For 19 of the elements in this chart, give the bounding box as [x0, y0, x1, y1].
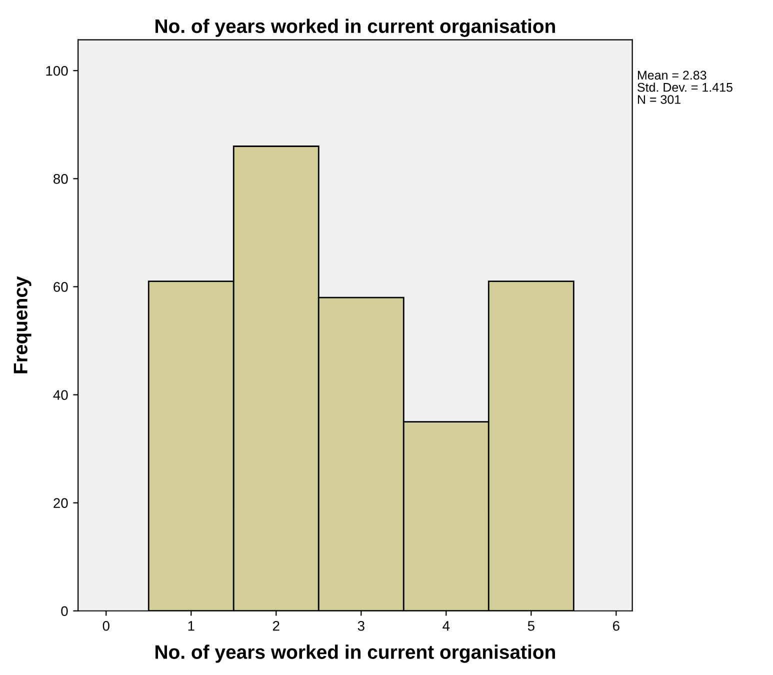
chart-title: No. of years worked in current organisation [156, 18, 555, 37]
text: N = 301 [638, 95, 680, 104]
y-tick-label: 20 [54, 498, 68, 508]
x-tick-label: 6 [613, 620, 620, 631]
y-tick-label: 100 [46, 66, 68, 76]
x-axis-title: No. of years worked in current organisation [156, 644, 555, 663]
text: Mean = 2.83 [638, 70, 706, 80]
x-tick-label: 0 [102, 620, 110, 631]
x-tick-label: 3 [358, 620, 364, 631]
y-tick-label: 0 [61, 606, 68, 616]
x-tick-label: 1 [188, 621, 194, 631]
x-tick-label: 4 [442, 621, 450, 631]
y-tick-label: 60 [54, 282, 68, 292]
y-tick-label: 80 [54, 174, 68, 184]
y-axis-title: Frequency [14, 276, 32, 374]
y-tick-label: 40 [53, 390, 68, 400]
x-tick-label: 5 [528, 621, 534, 631]
text: Std. Dev. = 1.415 [638, 82, 732, 92]
x-tick-label: 2 [272, 620, 280, 631]
